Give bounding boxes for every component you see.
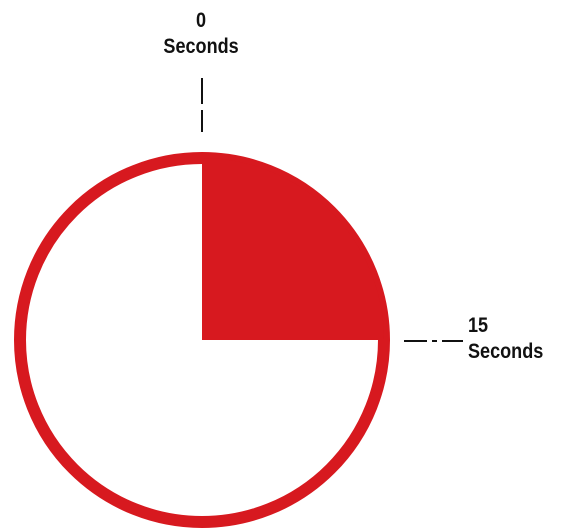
elapsed-quarter-wedge [202, 158, 384, 340]
label-fifteen-value: 15 [468, 314, 489, 337]
label-zero-seconds: 0 Seconds [146, 8, 256, 60]
label-zero-unit: Seconds [163, 35, 239, 58]
label-fifteen-unit: Seconds [468, 340, 544, 363]
label-zero-value: 0 [196, 9, 207, 32]
label-fifteen-seconds: 15 Seconds [468, 313, 543, 365]
